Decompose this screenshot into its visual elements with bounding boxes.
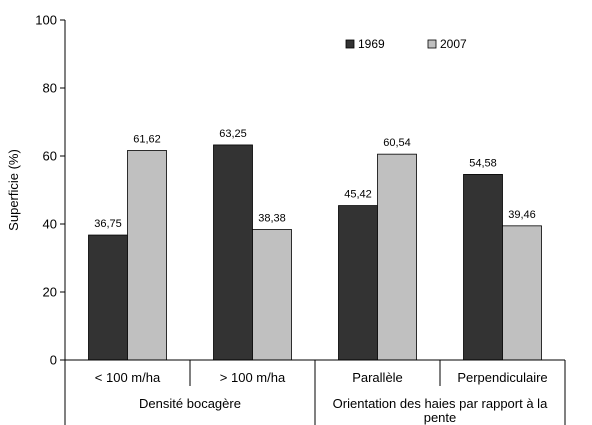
bar-2007-3 — [502, 225, 542, 361]
legend-swatch-2007 — [427, 39, 437, 49]
bar-2007-0 — [127, 150, 167, 361]
bar-1969-3 — [463, 174, 503, 361]
category-label: > 100 m/ha — [220, 370, 286, 385]
bar-1969-2 — [338, 205, 378, 361]
data-label-2007-0: 61,62 — [133, 133, 161, 145]
data-label-2007-1: 38,38 — [258, 213, 286, 225]
y-tick-label: 60 — [43, 149, 57, 164]
legend: 1969 2007 — [345, 37, 467, 51]
bar-2007-1 — [252, 229, 292, 361]
bar-2007-2 — [377, 153, 417, 361]
bars — [88, 144, 542, 361]
y-tick-label: 20 — [43, 285, 57, 300]
legend-label-2007: 2007 — [440, 37, 467, 51]
y-axis: 0 20 40 60 80 100 — [35, 13, 66, 368]
legend-label-1969: 1969 — [358, 37, 385, 51]
legend-swatch-1969 — [345, 39, 355, 49]
y-tick-label: 100 — [35, 13, 57, 28]
data-label-1969-3: 54,58 — [469, 157, 497, 169]
y-tick-label: 80 — [43, 81, 57, 96]
y-axis-title: Superficie (%) — [6, 149, 21, 231]
y-tick-label: 0 — [50, 353, 57, 368]
bar-1969-0 — [88, 234, 128, 361]
data-label-1969-0: 36,75 — [94, 218, 122, 230]
data-label-1969-2: 45,42 — [344, 189, 372, 201]
group-label-0: Densité bocagère — [139, 396, 241, 411]
category-label: Parallèle — [352, 370, 403, 385]
x-axis: < 100 m/ha > 100 m/ha Parallèle Perpendicul… — [64, 359, 566, 425]
data-label-1969-1: 63,25 — [219, 128, 247, 140]
data-label-2007-3: 39,46 — [508, 209, 536, 221]
bar-1969-1 — [213, 144, 253, 361]
group-label-1: Orientation des haies par rapport à la pe… — [333, 396, 548, 425]
data-labels: 36,75 61,62 63,25 38,38 45,42 60,54 54,58 39,46 — [94, 128, 536, 230]
data-label-2007-2: 60,54 — [383, 137, 411, 149]
y-tick-label: 40 — [43, 217, 57, 232]
category-label: Perpendiculaire — [457, 370, 547, 385]
category-label: < 100 m/ha — [95, 370, 161, 385]
